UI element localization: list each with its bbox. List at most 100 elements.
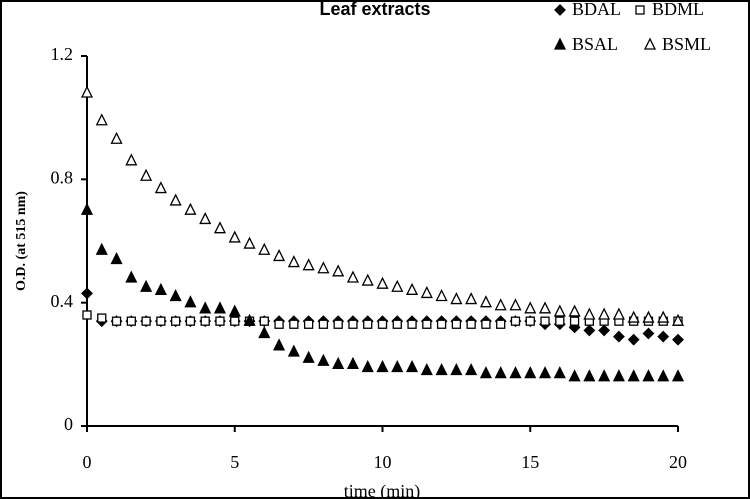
legend-label: BDAL [572,0,621,19]
data-point [228,304,241,317]
data-point [657,369,670,382]
data-point [435,363,448,376]
data-point [612,369,625,382]
data-point [509,298,522,311]
chart-title: Leaf extracts [319,0,430,19]
data-point [538,301,552,314]
data-point [125,270,138,283]
data-point [110,252,123,265]
data-point [642,327,655,340]
data-point [170,316,181,326]
data-point [200,316,210,326]
data-point [436,319,447,329]
legend-marker [643,37,657,50]
data-point [287,255,300,268]
data-point [154,181,167,194]
data-point [481,319,491,329]
y-tick-label: 0.8 [51,167,74,187]
x-axis-label: time (min) [344,481,420,499]
data-point [391,279,404,292]
data-point [496,319,506,329]
data-point [230,316,240,326]
data-point [524,301,537,314]
x-tick-label: 20 [669,452,687,472]
data-point [185,316,196,326]
data-point [141,316,151,326]
data-point [612,330,625,343]
data-point [627,310,640,323]
x-tick-label: 15 [521,452,539,472]
data-point [80,202,94,215]
data-point [540,316,550,326]
legend-marker [553,37,567,50]
data-point [407,319,417,329]
data-point [110,131,123,144]
data-point [479,295,492,308]
data-point [422,319,432,329]
data-point [553,366,566,379]
data-point [318,319,329,329]
data-point [213,221,227,234]
data-point [450,292,463,305]
data-point [169,193,182,206]
data-point [465,363,478,376]
data-point [332,264,345,277]
data-point [524,366,537,379]
data-point [82,310,92,320]
data-point [627,369,640,382]
data-point [451,319,462,329]
data-point [525,316,535,326]
data-point [97,313,107,323]
legend-label: BDML [652,0,704,19]
data-point [672,333,684,346]
data-point [568,369,581,382]
data-point [569,316,580,326]
data-point [479,366,492,379]
data-point [346,270,360,283]
data-point [657,310,670,323]
data-point [361,359,374,373]
x-tick-label: 0 [83,452,92,472]
data-point [363,319,373,329]
data-point [420,363,433,376]
legend-label: BSAL [572,34,618,54]
data-point [583,324,596,337]
data-point [332,356,345,369]
data-point [671,313,685,326]
data-point [184,202,197,215]
data-point [126,316,136,326]
y-axis-label: O.D. (at 515 nm) [14,191,29,291]
data-point [346,356,360,369]
data-point [392,319,402,329]
data-point [215,316,225,326]
data-point [450,363,463,376]
data-point [642,369,655,382]
data-point [420,285,433,299]
data-point [598,324,611,337]
data-point [302,350,315,363]
data-point [391,359,404,373]
data-point [289,319,299,329]
data-point [466,319,476,329]
data-point [361,273,374,286]
data-point [333,319,343,329]
data-point [274,319,284,329]
data-point [125,153,138,166]
data-point [243,236,256,249]
data-point [273,338,286,351]
data-point [154,282,167,295]
data-point [140,279,153,292]
data-point [465,292,478,305]
data-point [583,307,596,320]
data-point [555,316,565,326]
legend-marker [554,4,566,16]
data-point [671,369,685,382]
data-point [258,326,271,339]
data-point [169,289,182,302]
data-point [95,242,108,255]
y-tick-label: 0 [64,414,73,434]
data-point [553,304,566,317]
data-point [156,316,166,326]
